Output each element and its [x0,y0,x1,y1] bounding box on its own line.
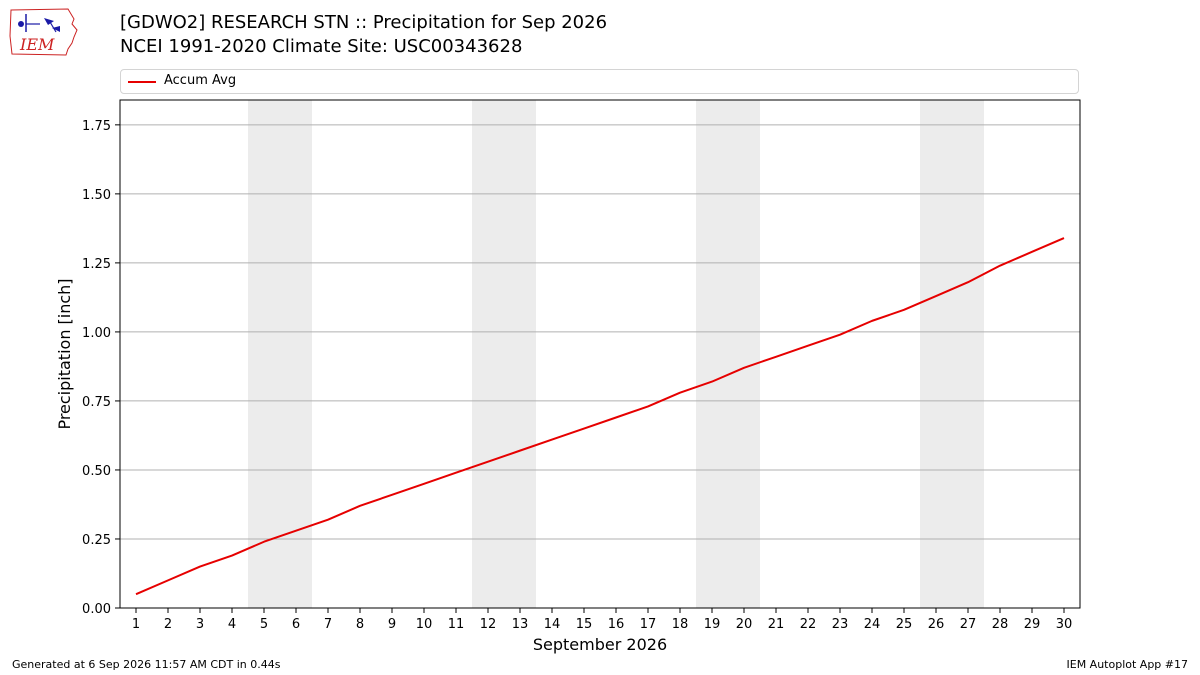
legend-swatch [128,81,156,83]
x-tick-label: 12 [480,617,497,632]
x-tick-label: 10 [416,617,433,632]
x-tick-label: 11 [448,617,465,632]
y-tick-label: 0.50 [82,464,111,479]
generated-timestamp: Generated at 6 Sep 2026 11:57 AM CDT in … [12,658,281,671]
y-tick-label: 1.50 [82,188,111,203]
x-tick-label: 5 [260,617,268,632]
x-tick-label: 23 [832,617,849,632]
x-tick-label: 28 [992,617,1009,632]
x-tick-label: 29 [1024,617,1041,632]
x-tick-label: 4 [228,617,236,632]
legend: Accum Avg [120,69,1079,94]
y-tick-label: 0.00 [82,602,111,617]
x-tick-label: 17 [640,617,657,632]
x-tick-label: 26 [928,617,945,632]
chart-title: [GDWO2] RESEARCH STN :: Precipitation fo… [120,12,608,33]
x-tick-label: 27 [960,617,977,632]
x-tick-label: 25 [896,617,913,632]
series-line-accum-avg [135,237,1065,596]
x-tick-label: 14 [544,617,561,632]
weekend-band [696,100,760,608]
x-tick-label: 21 [768,617,785,632]
x-tick-label: 22 [800,617,817,632]
y-tick-label: 1.25 [82,257,111,272]
x-tick-label: 30 [1056,617,1073,632]
x-tick-label: 2 [164,617,172,632]
x-tick-label: 15 [576,617,593,632]
x-tick-label: 16 [608,617,625,632]
legend-label: Accum Avg [164,73,237,88]
x-tick-label: 1 [132,617,140,632]
y-tick-label: 0.75 [82,395,111,410]
weekend-band [472,100,536,608]
plot-frame [119,99,1081,609]
x-axis-label: September 2026 [533,635,667,654]
chart-subtitle: NCEI 1991-2020 Climate Site: USC00343628 [120,36,523,57]
iem-logo: IEM [9,8,78,56]
x-tick-label: 18 [672,617,689,632]
x-tick-label: 3 [196,617,204,632]
x-tick-label: 8 [356,617,364,632]
x-tick-label: 7 [324,617,332,632]
x-tick-label: 6 [292,617,300,632]
y-tick-label: 0.25 [82,533,111,548]
logo-text: IEM [19,35,55,54]
x-tick-label: 13 [512,617,529,632]
weekend-band [920,100,984,608]
weekend-band [248,100,312,608]
y-tick-label: 1.75 [82,119,111,134]
x-tick-label: 19 [704,617,721,632]
x-tick-label: 24 [864,617,881,632]
y-axis-label: Precipitation [inch] [55,278,74,429]
x-tick-label: 20 [736,617,753,632]
app-label: IEM Autoplot App #17 [1066,658,1189,671]
x-tick-label: 9 [388,617,396,632]
y-tick-label: 1.00 [82,326,111,341]
